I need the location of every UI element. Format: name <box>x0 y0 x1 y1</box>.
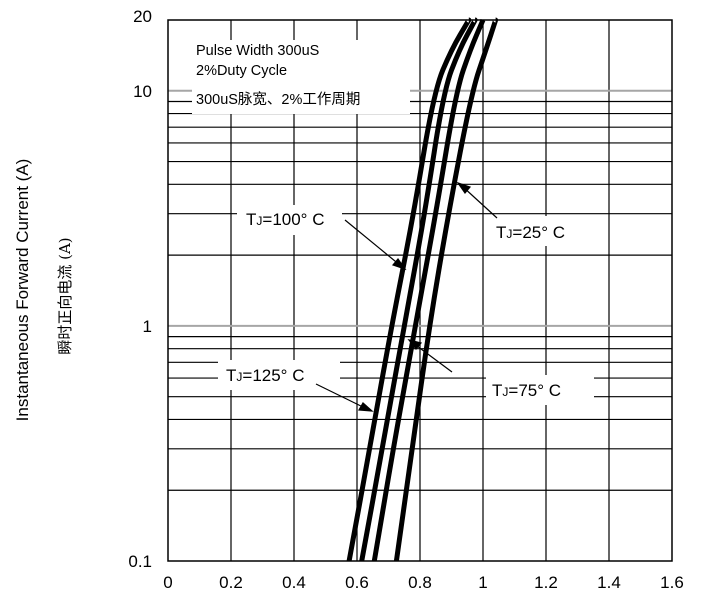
label-box-100 <box>237 205 342 235</box>
note-line-1: Pulse Width 300uS <box>196 43 319 59</box>
label-box-25 <box>488 216 603 246</box>
label-box-125 <box>218 360 340 390</box>
label-tj-125: TJ=125° C <box>226 366 304 385</box>
arrow-75-head <box>407 338 423 350</box>
note-box <box>192 40 410 114</box>
x-tick-labels: 0 0.2 0.4 0.6 0.8 1 1.2 1.4 1.6 <box>163 573 684 592</box>
arrow-75 <box>412 342 453 373</box>
arrow-25-head <box>456 181 472 194</box>
label-tj-25: TJ=25° C <box>496 223 565 242</box>
arrow-125-head <box>358 402 374 412</box>
y-tick-label: 20 <box>133 7 152 26</box>
y-axis-title-cn: 瞬时正向电流 (A) <box>56 237 74 354</box>
x-tick-label: 0 <box>163 573 172 592</box>
arrow-100 <box>344 219 402 267</box>
y-tick-label: 10 <box>133 82 152 101</box>
series-line-3 <box>393 17 499 562</box>
x-tick-label: 0.2 <box>219 573 243 592</box>
x-tick-label: 0.4 <box>282 573 306 592</box>
arrows <box>315 181 498 412</box>
y-tick-label: 0.1 <box>128 552 152 571</box>
series-line-2 <box>371 19 486 562</box>
curves <box>346 17 499 562</box>
note-line-2: 2%Duty Cycle <box>196 63 287 79</box>
label-box-75 <box>486 375 594 405</box>
x-tick-label: 0.8 <box>408 573 432 592</box>
arrow-100-head <box>391 258 407 271</box>
note-line-3: 300uS脉宽、2%工作周期 <box>196 91 360 108</box>
y-tick-labels: 0.1 1 10 20 <box>128 7 152 571</box>
x-tick-label: 1.4 <box>597 573 621 592</box>
x-tick-label: 1 <box>478 573 487 592</box>
y-tick-label: 1 <box>143 317 152 336</box>
label-tj-100: TJ=100° C <box>246 210 324 229</box>
x-tick-label: 1.2 <box>534 573 558 592</box>
arrow-25 <box>461 185 498 219</box>
x-tick-label: 1.6 <box>660 573 684 592</box>
series-line-0 <box>346 17 472 562</box>
plot-frame <box>167 19 673 562</box>
label-tj-75: TJ=75° C <box>492 381 561 400</box>
y-axis-title: Instantaneous Forward Current (A) <box>13 159 32 422</box>
x-tick-label: 0.6 <box>345 573 369 592</box>
arrow-125 <box>315 383 368 410</box>
series-line-1 <box>359 17 478 562</box>
